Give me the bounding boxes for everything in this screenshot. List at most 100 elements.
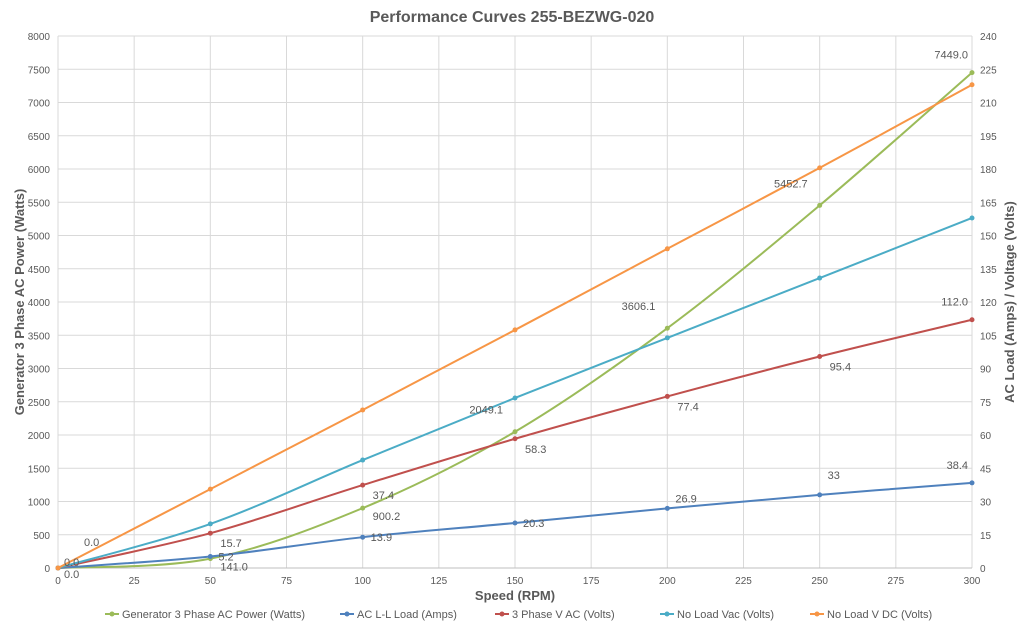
data-point [817,354,823,360]
y2-axis-title: AC Load (Amps) / Voltage (Volts) [1002,201,1017,403]
y-tick-label: 3500 [28,331,51,342]
series-lines [55,70,975,571]
y-tick-label: 3000 [28,365,51,376]
data-labels: 0.0 141.0 900.2 2049.1 3606.1 5452.7 7449.0 0.0… [64,50,968,581]
x-axis-title: Speed (RPM) [475,588,555,603]
y2-tick-label: 240 [980,32,997,43]
y-tick-label: 6000 [28,165,51,176]
legend-label: 3 Phase V AC (Volts) [512,609,615,621]
y2-tick-label: 90 [980,365,992,376]
y-tick-label: 2500 [28,398,51,409]
data-label: 141.0 [220,562,248,574]
data-point [360,407,366,413]
data-label: 0.0 [64,569,79,581]
chart-title: Performance Curves 255-BEZWG-020 [370,9,655,26]
y2-tick-label: 180 [980,165,997,176]
legend-label: No Load Vac (Volts) [677,609,774,621]
legend-marker-dot [499,611,505,617]
y-tick-label: 5000 [28,232,51,243]
x-tick-label: 125 [430,576,447,587]
data-point [207,530,213,536]
data-point [817,202,823,208]
data-label: 95.4 [830,362,851,374]
data-label: 58.3 [525,444,546,456]
data-point [512,429,518,435]
gridlines [57,35,973,569]
data-label: 7449.0 [934,50,968,62]
x-tick-label: 100 [354,576,371,587]
data-label: 112.0 [941,297,968,309]
data-point [55,565,61,571]
legend-marker-dot [109,611,115,617]
y-tick-label: 8000 [28,32,51,43]
data-label: 20.3 [523,518,544,530]
y2-tick-label: 105 [980,331,997,342]
y-tick-label: 7000 [28,99,51,110]
data-point [664,246,670,252]
x-tick-label: 25 [129,576,141,587]
legend-marker-dot [344,611,350,617]
data-point [207,553,213,559]
y2-tick-label: 75 [980,398,992,409]
data-label: 2049.1 [469,405,503,417]
y2-tick-label: 165 [980,198,997,209]
data-label: 26.9 [675,493,696,505]
data-point [817,275,823,281]
y-tick-label: 6500 [28,132,51,143]
x-tick-label: 75 [281,576,293,587]
legend-label: No Load V DC (Volts) [827,609,932,621]
data-label: 900.2 [373,511,401,523]
data-point [360,482,366,488]
data-point [512,327,518,333]
data-label: 0.0 [84,537,99,549]
data-label: 37.4 [373,490,394,502]
data-label: 5452.7 [774,178,808,190]
data-point [512,520,518,526]
data-point [969,82,975,88]
data-label: 5.2 [218,551,233,563]
y2-tick-label: 0 [980,564,986,575]
data-point [969,215,975,221]
y2-tick-label: 210 [980,99,997,110]
x-tick-label: 225 [735,576,752,587]
data-label: 0.0 [64,557,79,569]
y-tick-label: 4000 [28,298,51,309]
data-point [817,492,823,498]
data-point [360,457,366,463]
y-tick-label: 500 [33,531,50,542]
x-tick-label: 175 [583,576,600,587]
y-tick-label: 5500 [28,198,51,209]
x-tick-label: 50 [205,576,217,587]
data-point [969,480,975,486]
legend-marker-dot [814,611,820,617]
x-tick-label: 0 [55,576,61,587]
data-point [207,486,213,492]
x-tick-label: 200 [659,576,676,587]
legend: Generator 3 Phase AC Power (Watts) AC L-L… [105,609,932,621]
y2-tick-label: 60 [980,431,992,442]
legend-label: AC L-L Load (Amps) [357,609,457,621]
y2-tick-label: 45 [980,464,992,475]
data-label: 33 [828,470,840,482]
y-tick-label: 1000 [28,498,51,509]
data-point [664,325,670,331]
x-tick-label: 150 [507,576,524,587]
y2-tick-label: 150 [980,232,997,243]
y-axis-title: Generator 3 Phase AC Power (Watts) [12,189,27,416]
data-point [664,505,670,511]
data-label: 3606.1 [622,301,656,313]
data-label: 38.4 [947,460,968,472]
y-tick-label: 2000 [28,431,51,442]
x-tick-label: 250 [811,576,828,587]
y-tick-label: 0 [44,564,50,575]
data-point [512,436,518,442]
data-point [664,393,670,399]
data-point [360,534,366,540]
legend-marker-dot [664,611,670,617]
y2-tick-label: 30 [980,498,992,509]
y2-tick-label: 135 [980,265,997,276]
data-point [969,317,975,323]
data-point [969,70,975,76]
y2-tick-label: 225 [980,65,997,76]
